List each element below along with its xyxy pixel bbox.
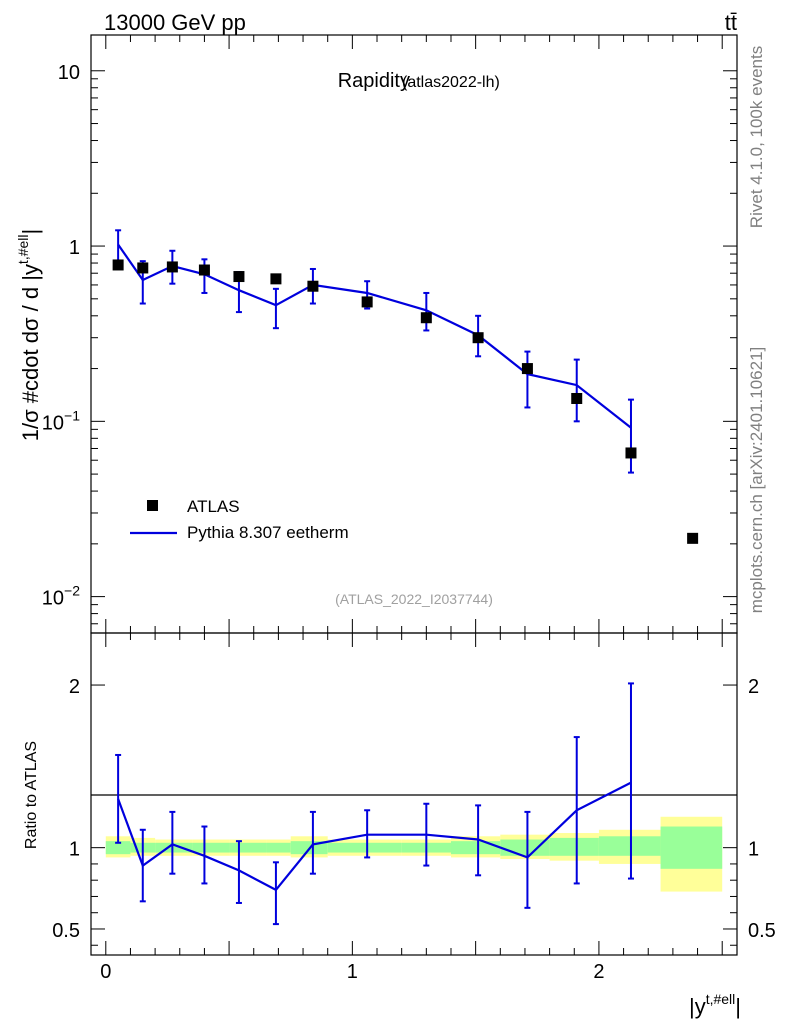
ratio-ytick-label-left: 0.5 bbox=[52, 920, 80, 942]
main-y-axis-label: 1/σ #cdot dσ / d |yt,#ell| bbox=[15, 229, 43, 441]
ratio-band-green bbox=[660, 826, 723, 869]
main-ytick-label: 10−2 bbox=[42, 583, 80, 610]
ratio-band-green bbox=[192, 842, 230, 853]
main-frame bbox=[90, 34, 738, 634]
y-label-main: 1/σ #cdot dσ / d |y bbox=[18, 264, 43, 441]
atlas-data-point bbox=[307, 280, 319, 292]
atlas-data-point bbox=[420, 312, 432, 324]
atlas-data-point bbox=[233, 271, 245, 283]
main-ytick-label: 1 bbox=[69, 237, 80, 259]
y-label-sup: t,#ell bbox=[15, 234, 31, 264]
atlas-data-point bbox=[472, 332, 484, 344]
ratio-band-green bbox=[155, 842, 193, 853]
atlas-data-point bbox=[166, 261, 178, 273]
xtick-label: 1 bbox=[347, 961, 358, 983]
x-label-close: | bbox=[735, 994, 741, 1019]
atlas-data-point bbox=[112, 259, 124, 271]
ratio-band-green bbox=[266, 842, 291, 853]
process-label: tt̄ bbox=[725, 10, 737, 35]
main-ytick-label: 10−1 bbox=[42, 407, 80, 434]
main-ytick-exp: −1 bbox=[64, 407, 80, 423]
xtick-label: 2 bbox=[593, 961, 604, 983]
x-axis-label: |yt,#ell| bbox=[689, 991, 741, 1019]
atlas-data-point bbox=[687, 532, 699, 544]
atlas-data-point bbox=[625, 447, 637, 459]
plot-subtitle: (atlas2022-lh) bbox=[402, 74, 500, 91]
xtick-label: 0 bbox=[100, 961, 111, 983]
atlas-data-point bbox=[270, 273, 282, 285]
pythia-line bbox=[117, 243, 632, 429]
energy-label: 13000 GeV pp bbox=[104, 10, 246, 35]
y-label-close: | bbox=[18, 229, 43, 235]
ratio-ytick-label-right: 2 bbox=[748, 676, 759, 698]
legend-atlas-marker bbox=[147, 500, 158, 511]
rivet-version-label: Rivet 4.1.0, 100k events bbox=[747, 46, 766, 228]
ratio-band-green bbox=[450, 841, 501, 855]
ratio-frame bbox=[90, 632, 738, 956]
main-ytick-exp: −2 bbox=[64, 583, 80, 599]
legend: ATLAS Pythia 8.307 eetherm bbox=[130, 497, 349, 542]
ratio-line bbox=[117, 781, 632, 892]
ratio-ytick-label-left: 2 bbox=[69, 676, 80, 698]
plot-title: Rapidity bbox=[338, 70, 410, 92]
main-panel: Rapidity (atlas2022-lh) (ATLAS_2022_I203… bbox=[15, 34, 738, 634]
atlas-data-point bbox=[198, 264, 210, 276]
ratio-panel: 2 2 1 1 0.5 0.5 0 1 2 Ratio to ATLAS |yt,#ell| bbox=[23, 632, 776, 1019]
main-ytick-base: 1 bbox=[69, 237, 80, 259]
ratio-band-green bbox=[549, 837, 599, 856]
analysis-watermark: (ATLAS_2022_I2037744) bbox=[335, 591, 493, 607]
x-label-main: |y bbox=[689, 994, 706, 1019]
atlas-data-point bbox=[361, 296, 373, 308]
legend-atlas-label: ATLAS bbox=[187, 497, 240, 516]
ratio-band-green bbox=[327, 842, 402, 853]
main-ytick-label: 10 bbox=[58, 62, 80, 84]
ratio-ytick-label-right: 0.5 bbox=[748, 920, 776, 942]
main-ytick-base: 10 bbox=[42, 588, 64, 610]
atlas-data-point bbox=[137, 262, 149, 274]
ratio-band-green bbox=[598, 836, 661, 856]
ratio-ytick-label-right: 1 bbox=[748, 839, 759, 861]
x-label-sup: t,#ell bbox=[706, 991, 736, 1007]
ratio-band-green bbox=[229, 842, 267, 853]
atlas-data-point bbox=[521, 363, 533, 375]
legend-pythia-label: Pythia 8.307 eetherm bbox=[187, 523, 349, 542]
atlas-data-point bbox=[571, 392, 583, 404]
ratio-ytick-label-left: 1 bbox=[69, 839, 80, 861]
ratio-band-green bbox=[105, 841, 131, 855]
ratio-y-axis-label: Ratio to ATLAS bbox=[23, 741, 40, 849]
mcplots-label: mcplots.cern.ch [arXiv:2401.10621] bbox=[747, 347, 766, 613]
main-ytick-base: 10 bbox=[42, 412, 64, 434]
main-ytick-base: 10 bbox=[58, 62, 80, 84]
